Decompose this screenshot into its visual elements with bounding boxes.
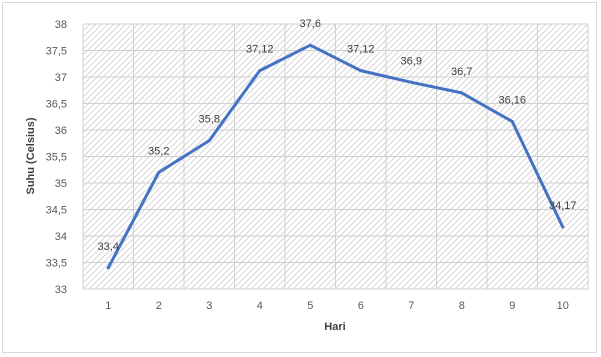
- data-point: [258, 69, 262, 73]
- y-tick-label: 35,5: [46, 152, 67, 164]
- y-tick-label: 37: [55, 72, 67, 84]
- data-point: [561, 225, 565, 229]
- y-tick-label: 35: [55, 178, 67, 190]
- y-tick-label: 36: [55, 125, 67, 137]
- data-point: [460, 91, 464, 95]
- data-label: 36,9: [401, 55, 422, 67]
- x-tick-label: 5: [307, 300, 313, 312]
- y-tick-label: 38: [55, 19, 67, 31]
- data-label: 33,4: [98, 241, 119, 253]
- y-axis-title: Suhu (Celsius): [25, 117, 37, 194]
- series-line: [106, 43, 565, 270]
- y-tick-label: 34,5: [46, 205, 67, 217]
- data-label: 37,12: [246, 44, 274, 56]
- data-point: [106, 266, 110, 270]
- x-tick-label: 2: [156, 300, 162, 312]
- data-point: [359, 69, 363, 73]
- data-label: 35,8: [199, 114, 220, 126]
- data-point: [207, 139, 211, 143]
- data-point: [157, 170, 161, 174]
- data-point: [308, 43, 312, 47]
- x-tick-label: 3: [206, 300, 212, 312]
- data-label: 34,17: [549, 200, 577, 212]
- x-tick-label: 7: [408, 300, 414, 312]
- data-label: 36,16: [498, 95, 526, 107]
- data-point: [510, 120, 514, 124]
- x-tick-label: 8: [459, 300, 465, 312]
- y-tick-label: 37,5: [46, 46, 67, 58]
- x-tick-label: 6: [358, 300, 364, 312]
- x-axis-title: Hari: [324, 321, 345, 333]
- x-tick-label: 4: [257, 300, 263, 312]
- data-label: 36,7: [451, 66, 472, 78]
- y-tick-label: 36,5: [46, 99, 67, 111]
- x-tick-label: 10: [557, 300, 569, 312]
- data-label: 37,6: [300, 18, 321, 30]
- y-tick-label: 33,5: [46, 258, 67, 270]
- x-tick-label: 1: [105, 300, 111, 312]
- data-label: 37,12: [347, 44, 375, 56]
- y-tick-label: 34: [55, 231, 67, 243]
- data-point: [409, 80, 413, 84]
- x-tick-label: 9: [509, 300, 515, 312]
- y-tick-label: 33: [55, 284, 67, 296]
- data-label: 35,2: [148, 145, 169, 157]
